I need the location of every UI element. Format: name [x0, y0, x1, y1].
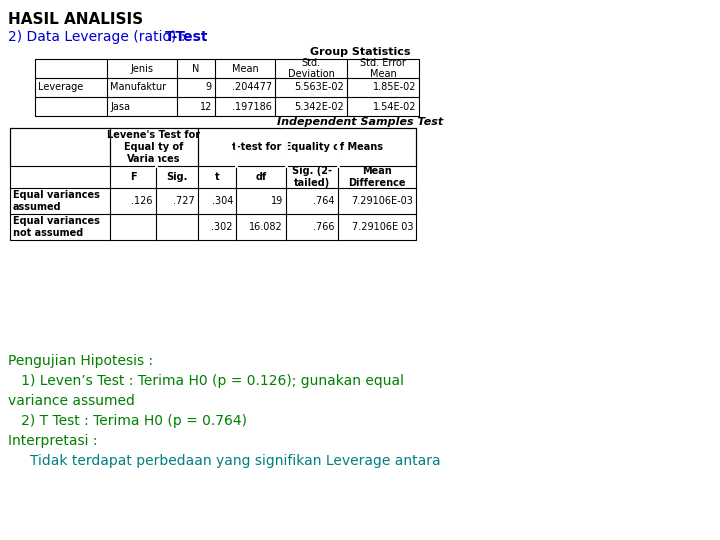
Text: HASIL ANALISIS: HASIL ANALISIS [8, 12, 143, 27]
Text: Std.
Deviation: Std. Deviation [287, 58, 334, 79]
Text: Tidak terdapat perbedaan yang signifikan Leverage antara: Tidak terdapat perbedaan yang signifikan… [8, 454, 441, 468]
Text: Levene's Test for
Equality of
Variances: Levene's Test for Equality of Variances [107, 130, 201, 164]
Text: .764: .764 [313, 196, 335, 206]
Text: 5.563E-02: 5.563E-02 [294, 83, 344, 92]
Text: .766: .766 [313, 222, 335, 232]
Text: Sig. (2-
tailed): Sig. (2- tailed) [292, 166, 332, 188]
Text: variance assumed: variance assumed [8, 394, 135, 408]
Text: .126: .126 [132, 196, 153, 206]
Text: Sig.: Sig. [166, 172, 188, 182]
Text: 2) Data Leverage (ratio) :: 2) Data Leverage (ratio) : [8, 30, 190, 44]
Text: t: t [215, 172, 220, 182]
Text: Group Statistics: Group Statistics [310, 47, 410, 57]
Text: N: N [192, 64, 199, 73]
Text: Manufaktur: Manufaktur [110, 83, 166, 92]
Text: Jasa: Jasa [110, 102, 130, 111]
Text: Mean: Mean [232, 64, 258, 73]
Text: 2) T Test : Terima H0 (p = 0.764): 2) T Test : Terima H0 (p = 0.764) [8, 414, 247, 428]
Text: Independent Samples Test: Independent Samples Test [277, 117, 443, 127]
Text: .197186: .197186 [232, 102, 272, 111]
Text: F: F [130, 172, 136, 182]
Text: 1.85E-02: 1.85E-02 [372, 83, 416, 92]
Text: 19: 19 [271, 196, 283, 206]
Text: 5.342E-02: 5.342E-02 [294, 102, 344, 111]
Text: 9: 9 [206, 83, 212, 92]
Text: Pengujian Hipotesis :: Pengujian Hipotesis : [8, 354, 153, 368]
Text: Std. Error
Mean: Std. Error Mean [360, 58, 406, 79]
Text: 12: 12 [199, 102, 212, 111]
Text: .304: .304 [212, 196, 233, 206]
Text: .727: .727 [174, 196, 195, 206]
Text: 7.29106E 03: 7.29106E 03 [351, 222, 413, 232]
Text: T-Test: T-Test [165, 30, 208, 44]
Text: Equal variances
assumed: Equal variances assumed [13, 190, 100, 212]
Bar [35, 59, 419, 116]
Text: Interpretasi :: Interpretasi : [8, 434, 97, 448]
Text: Leverage: Leverage [38, 83, 84, 92]
Text: Jenis: Jenis [130, 64, 153, 73]
Bar [10, 128, 416, 240]
Text: 1.54E-02: 1.54E-02 [372, 102, 416, 111]
Text: 7.29106E-03: 7.29106E-03 [351, 196, 413, 206]
Text: df: df [256, 172, 266, 182]
Text: .302: .302 [212, 222, 233, 232]
Text: 16.082: 16.082 [249, 222, 283, 232]
Text: t-test for Equality of Means: t-test for Equality of Means [232, 142, 382, 152]
Text: 1) Leven’s Test : Terima H0 (p = 0.126); gunakan equal: 1) Leven’s Test : Terima H0 (p = 0.126);… [8, 374, 404, 388]
Text: .204477: .204477 [232, 83, 272, 92]
Text: Equal variances
not assumed: Equal variances not assumed [13, 216, 100, 238]
Text: Mean
Difference: Mean Difference [348, 166, 406, 188]
